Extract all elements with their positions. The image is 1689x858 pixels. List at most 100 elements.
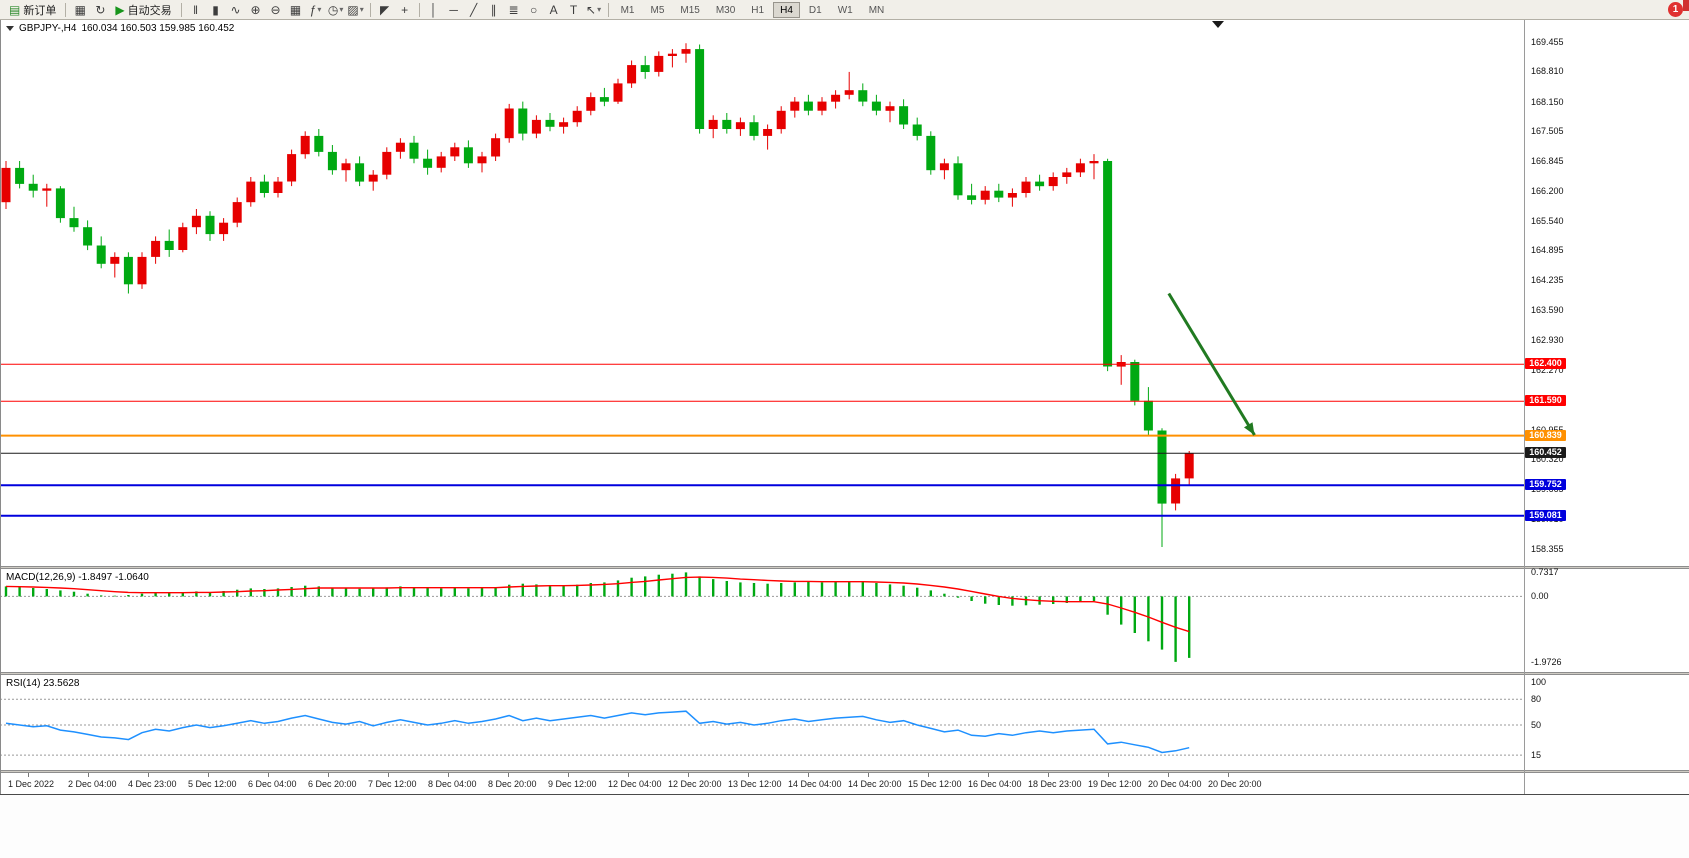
price-chart-panel[interactable]: GBPJPY-,H4 160.034 160.503 159.985 160.4…: [0, 20, 1689, 566]
timeframe-m5-button[interactable]: M5: [650, 4, 665, 16]
bull-candle: [817, 101, 827, 111]
crosshair-button[interactable]: +: [395, 1, 415, 18]
bull-candle: [667, 53, 677, 56]
bull-candle: [300, 135, 310, 155]
timeframe-d1-button[interactable]: D1: [808, 4, 822, 16]
toolbar-separator: [607, 2, 609, 17]
candlestick-chart-button[interactable]: ▮: [206, 1, 226, 18]
trend-arrow[interactable]: [1167, 292, 1256, 436]
chart-left-frame: [0, 20, 1, 794]
bear-candle: [803, 101, 813, 111]
price-axis-label: 164.895: [1531, 245, 1564, 255]
fibonacci-button[interactable]: ≣: [504, 1, 524, 18]
bull-candle: [1007, 193, 1017, 198]
bear-candle: [994, 190, 1004, 198]
time-axis[interactable]: 1 Dec 2022 2 Dec 04:00 4 Dec 23:00 5 Dec 12…: [0, 773, 1689, 794]
text-button[interactable]: A: [544, 1, 564, 18]
timeframe-h1-button[interactable]: H1: [751, 4, 765, 16]
autotrading-button[interactable]: ▶ 自动交易: [110, 1, 176, 18]
horizontal-line-button[interactable]: ─: [444, 1, 464, 18]
bear-candle: [912, 124, 922, 136]
indicators-icon: ƒ: [309, 2, 317, 17]
bull-candle: [559, 122, 569, 127]
time-tick: [148, 773, 149, 777]
bull-candle: [1048, 177, 1058, 187]
indicators-button[interactable]: ƒ ▾: [306, 1, 326, 18]
chart-shift-marker[interactable]: [1212, 21, 1224, 28]
time-axis-label: 6 Dec 20:00: [308, 779, 357, 789]
timeframe-w1-button[interactable]: W1: [837, 4, 853, 16]
bear-candle: [28, 183, 38, 191]
notification-badge[interactable]: 1: [1668, 2, 1683, 17]
shapes-icon: ○: [529, 2, 538, 17]
bear-candle: [695, 49, 705, 129]
rsi-axis-label: 15: [1531, 750, 1542, 760]
panel-separator[interactable]: [0, 672, 1689, 675]
rsi-panel[interactable]: RSI(14) 23.5628 100 80 50 15: [0, 675, 1689, 770]
line-chart-button[interactable]: ∿: [226, 1, 246, 18]
bottom-strip: [0, 794, 1689, 858]
zoom-out-button[interactable]: ⊖: [266, 1, 286, 18]
toolbar-separator: [65, 2, 67, 17]
timeframe-mn-button[interactable]: MN: [868, 4, 885, 16]
price-axis-label: 160.320: [1531, 454, 1564, 464]
panel-separator[interactable]: [0, 566, 1689, 569]
arrows-button[interactable]: ↖ ▾: [584, 1, 604, 18]
chart-collapse-icon[interactable]: [6, 26, 14, 31]
chart-window-button[interactable]: ▦: [70, 1, 90, 18]
time-axis-label: 20 Dec 20:00: [1208, 779, 1262, 789]
equidistant-channel-button[interactable]: ∥: [484, 1, 504, 18]
bear-candle: [599, 97, 609, 102]
templates-button[interactable]: ▨ ▾: [346, 1, 366, 18]
candlestick-chart-canvas[interactable]: [0, 20, 1689, 566]
trend-arrow-head: [1244, 422, 1255, 436]
macd-axis-label: -1.9726: [1531, 657, 1562, 667]
time-tick: [628, 773, 629, 777]
macd-panel[interactable]: MACD(12,26,9) -1.8497 -1.0640 0.7317 0.00…: [0, 567, 1689, 672]
bull-candle: [1171, 478, 1181, 504]
cursor-button[interactable]: ◤: [375, 1, 395, 18]
crosshair-icon: +: [401, 2, 409, 17]
timeframe-m30-button[interactable]: M30: [715, 4, 736, 16]
macd-axis[interactable]: 0.7317 0.00 -1.9726: [1528, 567, 1598, 672]
bull-candle: [110, 256, 120, 264]
time-axis-label: 5 Dec 12:00: [188, 779, 237, 789]
bull-candle: [627, 65, 637, 84]
equidistant-channel-icon: ∥: [490, 2, 497, 17]
rsi-axis[interactable]: 100 80 50 15: [1528, 675, 1598, 770]
bull-candle: [382, 151, 392, 175]
bear-candle: [899, 106, 909, 125]
shapes-button[interactable]: ○: [524, 1, 544, 18]
corner-flag-icon: [1683, 0, 1689, 11]
chart-ohlc-values: 160.034 160.503 159.985 160.452: [81, 23, 235, 34]
macd-axis-label: 0.00: [1531, 591, 1549, 601]
bull-candle: [137, 256, 147, 285]
trendline-button[interactable]: ╱: [464, 1, 484, 18]
price-tag-160.839: 160.839: [1525, 430, 1566, 441]
time-axis-label: 9 Dec 12:00: [548, 779, 597, 789]
bear-candle: [205, 215, 215, 235]
new-order-button[interactable]: ▤ 新订单: [4, 1, 61, 18]
price-axis[interactable]: 169.455 168.810 168.150 167.505 166.845 166.2…: [1525, 20, 1598, 566]
trendline-icon: ╱: [469, 2, 478, 17]
vertical-line-button[interactable]: │: [424, 1, 444, 18]
text-label-button[interactable]: T: [564, 1, 584, 18]
time-axis-label: 14 Dec 20:00: [848, 779, 902, 789]
bull-candle: [572, 110, 582, 123]
zoom-in-button[interactable]: ⊕: [246, 1, 266, 18]
periods-button[interactable]: ◷ ▾: [326, 1, 346, 18]
timeframe-m15-button[interactable]: M15: [680, 4, 700, 16]
price-axis-label: 162.270: [1531, 365, 1564, 375]
timeframe-h4-button[interactable]: H4: [773, 1, 800, 18]
chart-symbol-period: GBPJPY-,H4: [19, 23, 77, 34]
refresh-button[interactable]: ↻: [90, 1, 110, 18]
bear-candle: [953, 163, 963, 196]
tile-windows-button[interactable]: ▦: [286, 1, 306, 18]
panel-separator[interactable]: [0, 770, 1689, 773]
bear-candle: [1035, 181, 1045, 187]
timeframe-m1-button[interactable]: M1: [620, 4, 635, 16]
bull-candle: [491, 138, 501, 157]
rsi-line: [5, 710, 1190, 754]
bear-candle: [83, 227, 93, 246]
bar-chart-button[interactable]: ‖: [186, 1, 206, 18]
